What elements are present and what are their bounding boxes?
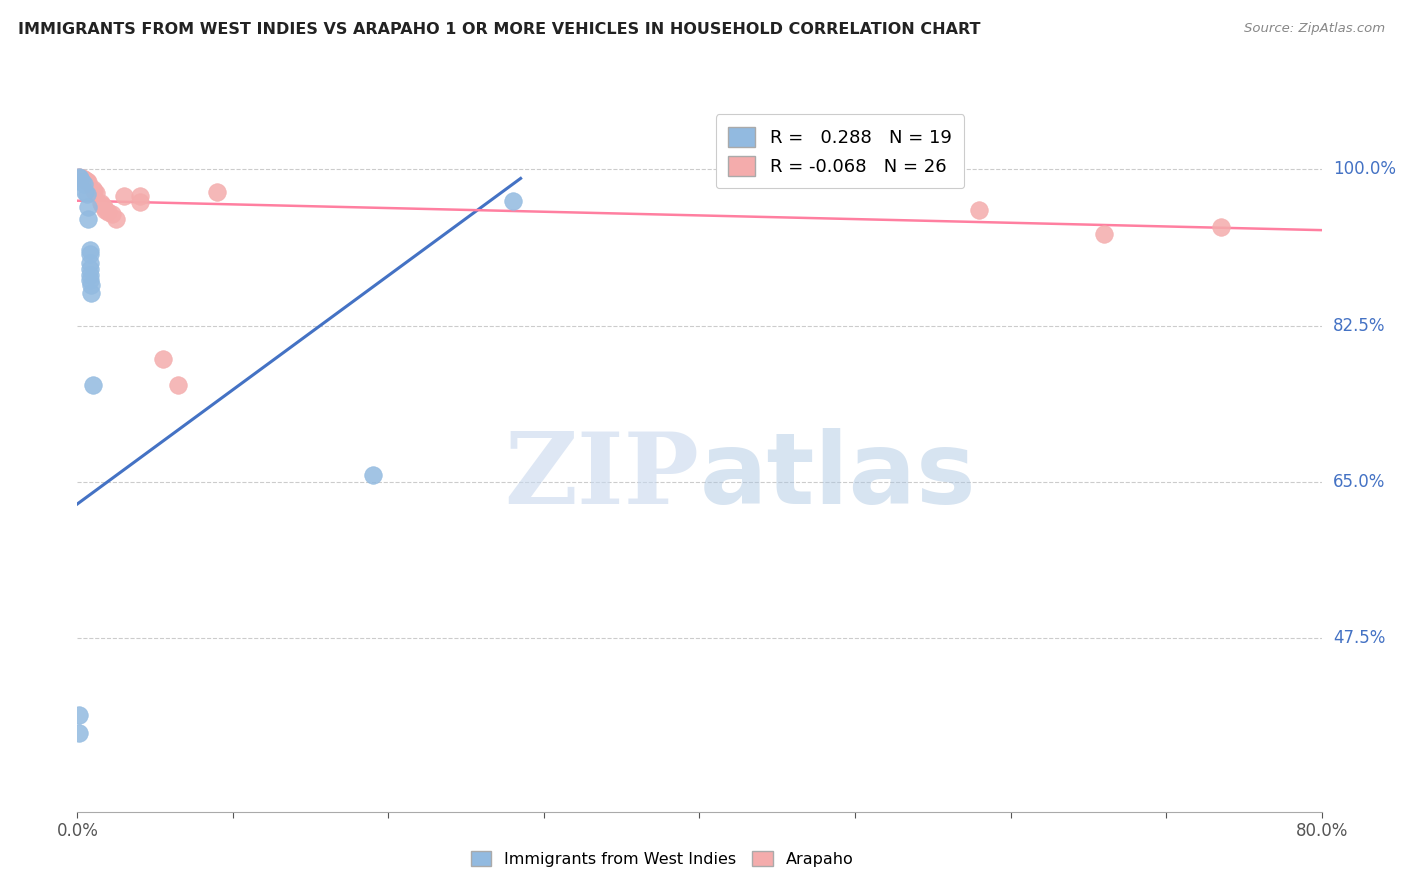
- Point: [79, 243, 101, 257]
- Point: [79, 256, 101, 270]
- Text: atlas: atlas: [700, 428, 976, 524]
- Point: [77, 200, 100, 214]
- Point: [83, 184, 105, 198]
- Point: [1092, 227, 1115, 241]
- Point: [93, 200, 115, 214]
- Point: [105, 211, 128, 226]
- Point: [75, 173, 97, 187]
- Point: [79, 273, 101, 287]
- Text: 100.0%: 100.0%: [1333, 161, 1396, 178]
- Point: [80, 278, 103, 293]
- Point: [67, 708, 90, 723]
- Legend: Immigrants from West Indies, Arapaho: Immigrants from West Indies, Arapaho: [463, 843, 862, 875]
- Point: [77, 175, 100, 189]
- Point: [70, 175, 93, 189]
- Point: [72, 172, 94, 186]
- Point: [1209, 220, 1232, 235]
- Point: [70, 171, 93, 186]
- Point: [69, 170, 91, 185]
- Point: [75, 185, 97, 199]
- Point: [76, 174, 98, 188]
- Point: [77, 211, 100, 226]
- Point: [82, 182, 104, 196]
- Point: [72, 177, 94, 191]
- Point: [502, 194, 524, 208]
- Point: [82, 378, 104, 392]
- Text: IMMIGRANTS FROM WEST INDIES VS ARAPAHO 1 OR MORE VEHICLES IN HOUSEHOLD CORRELATI: IMMIGRANTS FROM WEST INDIES VS ARAPAHO 1…: [18, 22, 981, 37]
- Point: [152, 351, 174, 366]
- Point: [67, 169, 90, 184]
- Point: [67, 169, 90, 184]
- Point: [69, 171, 91, 186]
- Point: [79, 268, 101, 282]
- Point: [94, 202, 117, 217]
- Point: [67, 726, 90, 740]
- Point: [128, 189, 150, 203]
- Point: [112, 189, 135, 203]
- Point: [91, 198, 114, 212]
- Text: Source: ZipAtlas.com: Source: ZipAtlas.com: [1244, 22, 1385, 36]
- Text: 47.5%: 47.5%: [1333, 629, 1385, 647]
- Point: [80, 285, 103, 300]
- Text: 82.5%: 82.5%: [1333, 317, 1385, 334]
- Point: [361, 467, 384, 482]
- Point: [167, 378, 190, 392]
- Point: [90, 196, 112, 211]
- Text: 65.0%: 65.0%: [1333, 473, 1385, 491]
- Point: [97, 205, 120, 219]
- Point: [207, 185, 229, 199]
- Point: [76, 187, 98, 202]
- Point: [79, 247, 101, 261]
- Text: ZIP: ZIP: [505, 428, 700, 524]
- Point: [969, 202, 991, 217]
- Point: [128, 195, 150, 210]
- Point: [100, 207, 122, 221]
- Point: [84, 186, 107, 200]
- Point: [79, 262, 101, 277]
